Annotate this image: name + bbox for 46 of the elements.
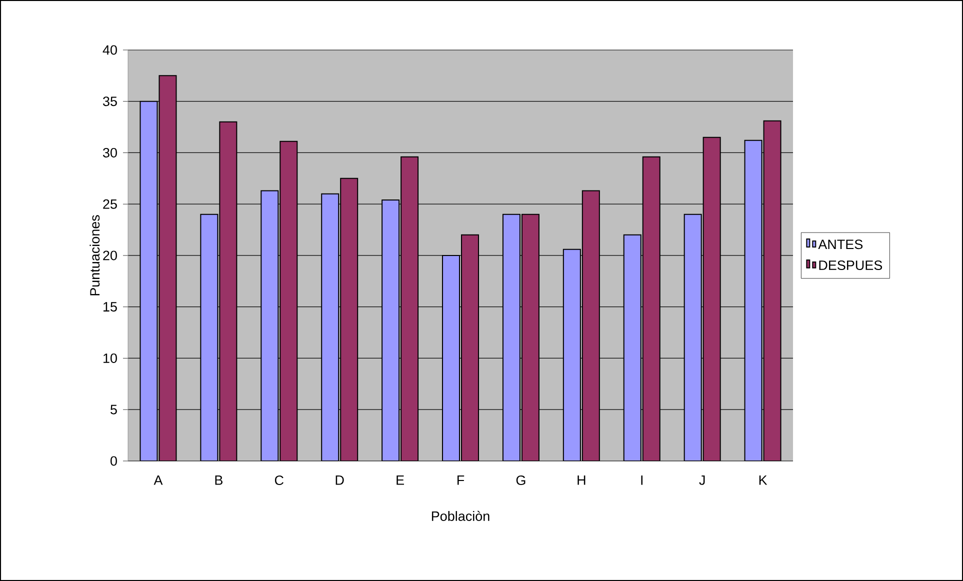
x-tick-label: I — [641, 476, 642, 485]
y-axis-title: Puntuaciones — [90, 215, 100, 296]
bar — [382, 200, 400, 461]
y-tick-label: 35 — [102, 96, 117, 106]
bar — [562, 248, 581, 461]
y-tick-label: 10 — [104, 353, 117, 364]
bar — [502, 214, 520, 461]
bar — [461, 234, 480, 461]
x-tick-label: E — [396, 476, 404, 485]
x-tick-label: K — [759, 476, 768, 485]
bar — [582, 190, 600, 461]
bar — [340, 178, 358, 461]
y-tick-label: 0 — [110, 456, 117, 466]
y-tick-label: 5 — [110, 404, 117, 414]
x-tick-label: H — [578, 476, 586, 485]
x-tick-label: D — [336, 476, 344, 485]
y-tick-label: 30 — [102, 148, 117, 158]
bar — [158, 75, 177, 461]
bar — [442, 254, 460, 461]
legend-label: DESPUES — [819, 260, 882, 270]
x-tick-label: C — [274, 476, 284, 486]
bar — [321, 193, 340, 461]
x-tick-label: A — [154, 476, 163, 485]
y-tick-label: 25 — [103, 199, 117, 209]
x-axis-title: Poblaciòn — [432, 510, 490, 521]
bar — [642, 156, 660, 461]
bar — [400, 156, 419, 461]
bar — [280, 140, 298, 461]
legend-label: ANTES — [818, 240, 863, 250]
y-tick-label: 20 — [103, 250, 117, 260]
y-tick-label: 15 — [104, 302, 117, 312]
bar — [260, 190, 279, 461]
bar — [200, 214, 218, 461]
bar — [140, 100, 158, 461]
bar — [521, 214, 540, 461]
bar — [684, 214, 702, 461]
x-tick-label: B — [215, 476, 222, 485]
x-tick-label: F — [457, 476, 464, 485]
x-tick-label: J — [699, 476, 705, 485]
bar — [219, 121, 238, 461]
y-tick-label: 40 — [102, 45, 117, 55]
x-tick-label: G — [516, 476, 526, 486]
bar — [763, 120, 782, 461]
bar — [623, 234, 642, 461]
bar — [744, 140, 762, 461]
bar — [702, 136, 721, 461]
